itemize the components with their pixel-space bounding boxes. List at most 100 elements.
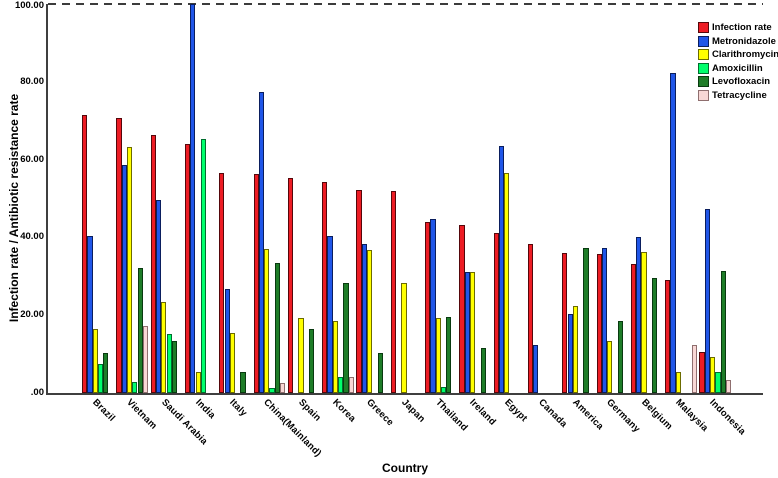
legend-item-metronidazole: Metronidazole — [698, 35, 778, 47]
x-tick-germany: Germany — [604, 397, 643, 435]
bar-clarithromycin-vietnam — [126, 147, 133, 393]
bar-infection-rate-belgium — [630, 263, 637, 393]
bar-levofloxacin-indonesia — [720, 270, 726, 393]
bar-metronidazole-vietnam — [121, 165, 127, 393]
bar-infection-rate-china-mainland — [253, 174, 259, 393]
x-tick-america: America — [570, 397, 606, 433]
bar-tetracycline-korea — [348, 376, 354, 393]
bar-infection-rate-canada — [527, 243, 534, 393]
bar-metronidazole-greece — [361, 244, 367, 393]
bar-levofloxacin-brazil — [103, 352, 109, 393]
bar-metronidazole-germany — [601, 247, 608, 393]
bar-levofloxacin-belgium — [652, 277, 658, 393]
bar-metronidazole-italy — [224, 289, 230, 393]
bar-metronidazole-belgium — [636, 237, 642, 393]
bar-clarithromycin-ireland — [469, 272, 476, 393]
bar-metronidazole-india — [190, 4, 196, 393]
bar-clarithromycin-saudi-arabia — [161, 302, 167, 393]
bar-clarithromycin-china-mainland — [264, 249, 270, 393]
bar-clarithromycin-germany — [607, 340, 613, 393]
legend: Infection rate Metronidazole Clarithromyci… — [698, 22, 778, 103]
bar-clarithromycin-india — [195, 372, 201, 393]
y-tick-20-00: 20.00 — [20, 309, 44, 321]
bar-infection-rate-saudi-arabia — [150, 135, 156, 393]
bar-levofloxacin-thailand — [446, 317, 452, 393]
bar-clarithromycin-japan — [401, 282, 407, 393]
legend-swatch-amoxicillin — [698, 62, 709, 74]
legend-label-amoxicillin: Amoxicillin — [712, 62, 763, 74]
bar-infection-rate-america — [562, 253, 568, 393]
x-tick-brazil: Brazil — [90, 397, 118, 424]
bar-levofloxacin-spain — [309, 328, 315, 393]
bar-tetracycline-indonesia — [725, 380, 732, 393]
x-axis-title: Country — [382, 461, 428, 475]
legend-item-amoxicillin: Amoxicillin — [698, 62, 778, 74]
bar-clarithromycin-malaysia — [675, 372, 681, 393]
legend-swatch-clarithromycin — [698, 49, 709, 60]
bar-amoxicillin-korea — [338, 376, 344, 393]
legend-item-tetracycline: Tetracycline — [698, 89, 778, 101]
bar-infection-rate-korea — [322, 182, 328, 393]
bar-levofloxacin-saudi-arabia — [171, 340, 178, 393]
plot-area — [46, 3, 763, 395]
x-tick-egypt: Egypt — [501, 397, 529, 425]
bar-infection-rate-germany — [596, 254, 602, 393]
legend-item-levofloxacin: Levofloxacin — [698, 76, 778, 87]
bar-infection-rate-greece — [356, 189, 362, 393]
bar-clarithromycin-korea — [332, 321, 338, 393]
legend-label-levofloxacin: Levofloxacin — [712, 76, 771, 87]
bar-amoxicillin-india — [200, 139, 207, 393]
bar-amoxicillin-vietnam — [132, 382, 138, 393]
x-tick-canada: Canada — [536, 397, 569, 430]
bar-tetracycline-china-mainland — [280, 382, 286, 393]
bar-levofloxacin-vietnam — [137, 268, 143, 393]
bar-clarithromycin-indonesia — [710, 356, 716, 393]
x-tick-korea: Korea — [330, 397, 358, 425]
bar-infection-rate-vietnam — [116, 118, 122, 393]
bar-clarithromycin-egypt — [504, 172, 510, 393]
bar-metronidazole-ireland — [464, 272, 470, 393]
bar-infection-rate-indonesia — [699, 352, 705, 393]
bar-amoxicillin-china-mainland — [269, 387, 275, 393]
legend-swatch-tetracycline — [698, 89, 709, 101]
bar-metronidazole-egypt — [498, 146, 505, 393]
x-tick-italy: Italy — [227, 397, 250, 419]
legend-label-clarithromycin: Clarithromycin — [712, 49, 778, 60]
x-tick-thailand: Thailand — [433, 397, 470, 434]
bar-levofloxacin-ireland — [480, 347, 486, 393]
x-tick-belgium: Belgium — [638, 397, 675, 433]
x-tick-japan: Japan — [398, 397, 427, 425]
bar-infection-rate-india — [184, 144, 191, 393]
y-tick-100-00: 100.00 — [14, 0, 44, 11]
legend-label-metronidazole: Metronidazole — [712, 35, 776, 47]
x-tick-ireland: Ireland — [467, 397, 499, 428]
bar-infection-rate-italy — [219, 172, 225, 393]
x-tick-vietnam: Vietnam — [124, 397, 160, 432]
y-tick-40-00: 40.00 — [20, 231, 44, 243]
bar-metronidazole-indonesia — [704, 209, 710, 393]
bar-metronidazole-brazil — [87, 236, 93, 393]
bar-clarithromycin-italy — [229, 333, 236, 393]
bar-infection-rate-spain — [287, 177, 294, 393]
bar-amoxicillin-indonesia — [715, 372, 721, 393]
bar-levofloxacin-america — [583, 247, 589, 393]
bar-metronidazole-saudi-arabia — [155, 200, 162, 393]
x-tick-indonesia: Indonesia — [707, 397, 748, 438]
bar-infection-rate-ireland — [459, 225, 465, 393]
bar-levofloxacin-china-mainland — [274, 263, 280, 393]
bar-metronidazole-korea — [327, 235, 333, 393]
legend-swatch-metronidazole — [698, 35, 709, 47]
x-tick-malaysia: Malaysia — [673, 397, 711, 434]
bar-levofloxacin-germany — [617, 321, 623, 393]
y-axis-title: Infection rate / Antibiotic resistance r… — [7, 93, 21, 323]
y-tick-80-00: 80.00 — [20, 75, 44, 87]
bar-tetracycline-vietnam — [142, 326, 149, 393]
bar-infection-rate-thailand — [425, 221, 431, 393]
bar-infection-rate-malaysia — [665, 280, 671, 393]
x-tick-spain: Spain — [295, 397, 323, 424]
x-tick-greece: Greece — [364, 397, 396, 429]
bar-metronidazole-thailand — [430, 219, 436, 393]
bar-infection-rate-brazil — [82, 114, 88, 393]
bar-metronidazole-china-mainland — [258, 91, 265, 393]
